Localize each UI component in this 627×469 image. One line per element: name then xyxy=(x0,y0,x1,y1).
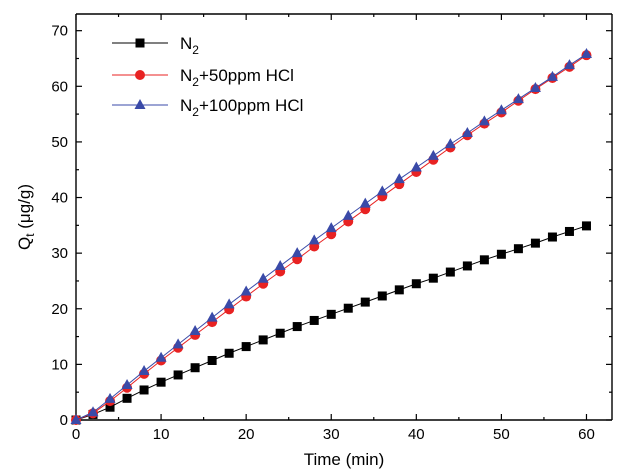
data-point xyxy=(547,232,557,242)
legend-marker xyxy=(135,38,145,48)
x-axis-title: Time (min) xyxy=(304,450,385,469)
data-point xyxy=(580,48,592,59)
x-tick-label: 50 xyxy=(493,426,510,443)
data-point xyxy=(309,315,319,325)
data-point xyxy=(121,378,133,389)
data-point xyxy=(393,173,405,184)
y-tick-label: 30 xyxy=(51,245,68,262)
data-point xyxy=(275,328,285,338)
legend-label: N2+50ppm HCl xyxy=(180,66,294,89)
data-point xyxy=(513,244,523,254)
series-line xyxy=(75,225,587,421)
data-point xyxy=(190,363,200,373)
data-point xyxy=(462,261,472,271)
data-point xyxy=(138,365,150,376)
data-point xyxy=(428,273,438,283)
data-point xyxy=(342,209,354,220)
data-point xyxy=(546,70,558,81)
data-point xyxy=(224,348,234,358)
data-point xyxy=(291,247,303,258)
legend-item-n2-100ppm-hcl: N2+100ppm HCl xyxy=(112,96,303,119)
y-tick-label: 70 xyxy=(51,23,68,40)
legend-item-n2-50ppm-hcl: N2+50ppm HCl xyxy=(112,66,294,89)
data-point xyxy=(444,138,456,149)
data-point xyxy=(461,127,473,138)
y-axis-title: Qt (μg/g) xyxy=(15,184,37,250)
data-point xyxy=(173,370,183,380)
data-point xyxy=(155,351,167,362)
series-n2-50ppm-hcl xyxy=(71,50,592,425)
data-point xyxy=(156,377,166,387)
y-axis-title-subscript: t xyxy=(23,233,37,237)
data-point xyxy=(206,311,218,322)
data-point xyxy=(87,406,99,417)
data-point xyxy=(241,342,251,352)
data-point xyxy=(172,338,184,349)
axes-layer: 0 10 20 30 40 50 60 0 10 20 30 40 50 60 70 xyxy=(51,13,613,443)
y-tick-label: 60 xyxy=(51,78,68,95)
data-point xyxy=(343,303,353,313)
data-point xyxy=(377,291,387,301)
x-tick-label: 20 xyxy=(238,426,255,443)
legend-marker xyxy=(134,99,146,109)
data-point xyxy=(292,322,302,332)
data-point xyxy=(411,279,421,289)
data-point xyxy=(326,309,336,319)
data-point xyxy=(394,285,404,295)
y-tick-label: 20 xyxy=(51,301,68,318)
series-n2-100ppm-hcl xyxy=(70,48,592,424)
data-point xyxy=(359,197,371,208)
data-point xyxy=(104,392,116,403)
data-point xyxy=(529,81,541,92)
x-tick-label: 60 xyxy=(578,426,595,443)
data-point xyxy=(563,59,575,70)
data-point xyxy=(274,259,286,270)
data-point xyxy=(495,104,507,115)
data-point xyxy=(139,385,149,395)
data-point xyxy=(479,255,489,265)
legend-label: N2+100ppm HCl xyxy=(180,96,303,119)
legend-marker xyxy=(135,70,145,80)
x-tick-label: 30 xyxy=(323,426,340,443)
data-point xyxy=(376,185,388,196)
data-point xyxy=(122,393,132,403)
data-point xyxy=(445,267,455,277)
data-point xyxy=(564,226,574,236)
data-point xyxy=(240,285,252,296)
data-point xyxy=(207,355,217,365)
y-tick-label: 50 xyxy=(51,134,68,151)
data-point xyxy=(105,402,115,412)
y-axis-title-main: Q xyxy=(15,237,34,250)
data-point xyxy=(512,93,524,104)
y-tick-label: 0 xyxy=(60,412,68,429)
data-point xyxy=(325,222,337,233)
x-tick-label: 0 xyxy=(72,426,80,443)
data-point xyxy=(257,272,269,283)
data-point xyxy=(478,115,490,126)
series-n2 xyxy=(71,221,591,425)
data-point xyxy=(223,298,235,309)
data-point xyxy=(530,238,540,248)
x-tick-label: 10 xyxy=(153,426,170,443)
data-point xyxy=(70,414,82,424)
data-point xyxy=(258,335,268,345)
data-point xyxy=(308,234,320,245)
legend: N2 N2+50ppm HCl N2+100ppm HCl xyxy=(112,34,303,119)
data-point xyxy=(410,161,422,172)
y-axis-title-unit: (μg/g) xyxy=(15,184,34,233)
data-point xyxy=(496,249,506,259)
x-tick-label: 40 xyxy=(408,426,425,443)
y-tick-label: 40 xyxy=(51,190,68,207)
data-point xyxy=(189,325,201,336)
y-tick-label: 10 xyxy=(51,356,68,373)
data-point xyxy=(581,221,591,231)
data-point xyxy=(427,149,439,160)
legend-label: N2 xyxy=(180,34,199,57)
legend-item-n2: N2 xyxy=(112,34,199,57)
series-layer xyxy=(70,48,592,425)
data-point xyxy=(360,297,370,307)
